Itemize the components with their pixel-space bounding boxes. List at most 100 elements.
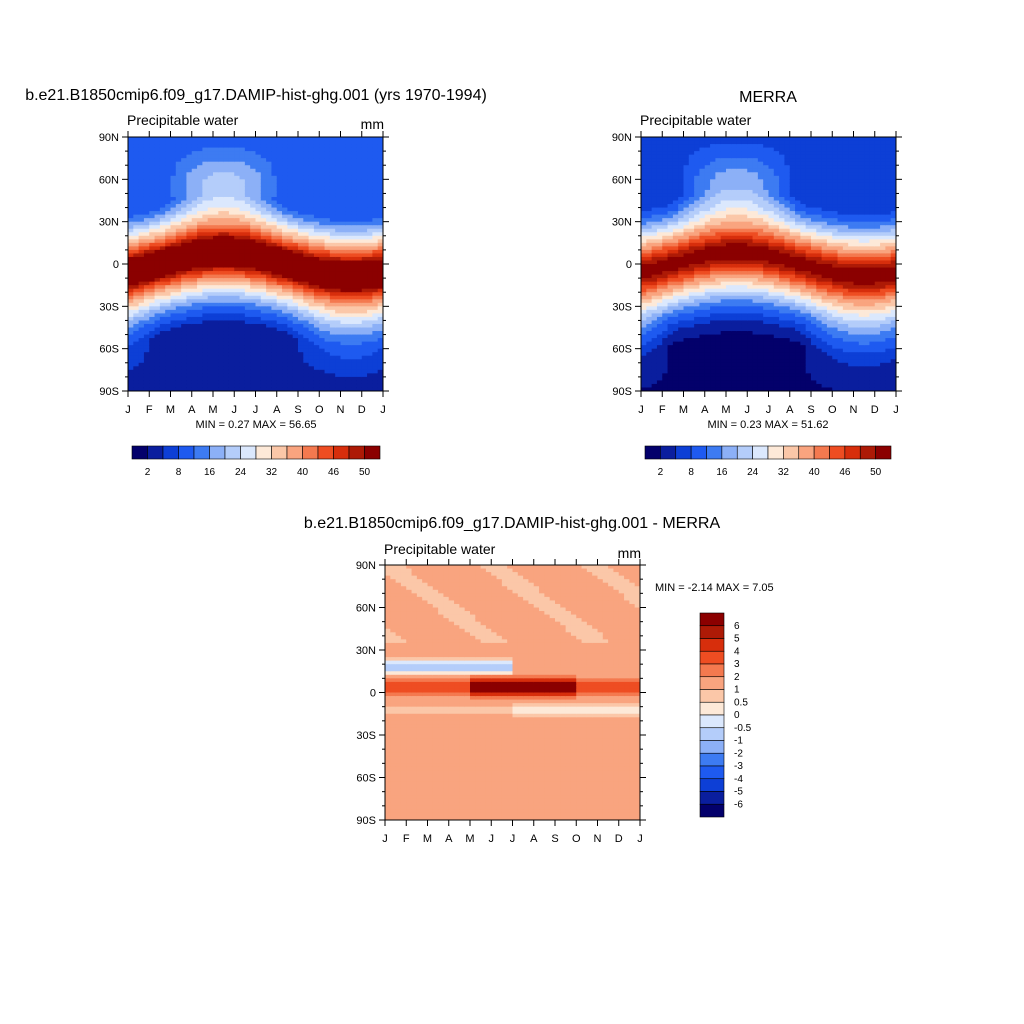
contour-cell — [361, 281, 368, 286]
contour-cell — [678, 299, 685, 304]
contour-cell — [266, 295, 273, 300]
contour-cell — [726, 193, 732, 198]
contour-cell — [128, 366, 134, 371]
contour-cell — [710, 196, 716, 202]
contour-cell — [377, 341, 383, 346]
contour-cell — [361, 200, 368, 205]
contour-cell — [143, 376, 150, 382]
contour-cell — [351, 196, 358, 202]
contour-cell — [207, 274, 214, 279]
contour-cell — [731, 196, 738, 202]
contour-cell — [656, 232, 663, 237]
contour-cell — [181, 264, 188, 269]
contour-cell — [704, 179, 711, 184]
contour-cell — [667, 221, 674, 226]
contour-cell — [228, 172, 235, 177]
contour-cell — [335, 175, 342, 180]
contour-cell — [361, 288, 368, 293]
contour-cell — [181, 380, 188, 385]
contour-cell — [319, 306, 326, 311]
contour-cell — [149, 165, 156, 170]
contour-cell — [133, 341, 140, 346]
contour-cell — [128, 168, 134, 173]
contour-cell — [308, 172, 315, 177]
contour-cell — [651, 309, 658, 314]
contour-cell — [197, 239, 203, 244]
contour-cell — [741, 193, 748, 198]
contour-cell — [356, 362, 363, 367]
contour-cell — [313, 288, 320, 293]
contour-cell — [181, 232, 188, 237]
contour-cell — [154, 316, 161, 322]
contour-cell — [207, 193, 214, 198]
contour-cell — [143, 373, 150, 378]
contour-cell — [361, 302, 368, 307]
contour-cell — [128, 158, 134, 163]
contour-cell — [303, 327, 310, 332]
contour-cell — [683, 362, 690, 367]
contour-cell — [186, 278, 193, 283]
contour-cell — [202, 295, 209, 300]
contour-cell — [345, 285, 352, 290]
contour-cell — [313, 383, 320, 389]
contour-cell — [319, 256, 326, 262]
contour-cell — [656, 373, 663, 378]
contour-cell — [662, 140, 669, 145]
contour-cell — [303, 140, 310, 145]
contour-cell — [218, 285, 225, 290]
contour-cell — [651, 387, 658, 391]
contour-cell — [641, 299, 647, 304]
contour-cell — [372, 345, 379, 350]
contour-cell — [191, 267, 198, 272]
contour-cell — [741, 147, 748, 152]
contour-cell — [319, 249, 326, 255]
contour-cell — [287, 278, 294, 283]
contour-cell — [303, 264, 310, 269]
contour-cell — [731, 161, 738, 166]
contour-cell — [234, 288, 241, 293]
contour-cell — [313, 285, 320, 290]
contour-cell — [287, 323, 294, 329]
contour-cell — [372, 228, 379, 233]
contour-cell — [710, 387, 716, 391]
contour-cell — [143, 165, 150, 170]
contour-cell — [234, 376, 241, 382]
contour-cell — [128, 175, 134, 180]
panel-title: b.e21.B1850cmip6.f09_g17.DAMIP-hist-ghg.… — [25, 87, 487, 104]
contour-cell — [149, 327, 156, 332]
contour-cell — [287, 225, 294, 230]
contour-cell — [154, 292, 161, 297]
contour-cell — [244, 369, 251, 374]
contour-cell — [351, 211, 358, 216]
contour-cell — [704, 359, 711, 364]
contour-cell — [266, 309, 273, 314]
contour-cell — [726, 137, 732, 142]
contour-cell — [170, 175, 177, 180]
x-tick-label: D — [358, 404, 366, 416]
contour-cell — [340, 292, 347, 297]
contour-cell — [345, 144, 352, 149]
contour-cell — [372, 338, 379, 343]
contour-cell — [271, 242, 278, 247]
colorbar-label: 2 — [145, 467, 151, 478]
contour-cell — [228, 267, 235, 272]
contour-cell — [662, 186, 669, 191]
contour-cell — [250, 204, 257, 209]
contour-cell — [688, 165, 695, 170]
contour-cell — [715, 271, 722, 276]
contour-cell — [186, 239, 193, 244]
contour-cell — [672, 232, 679, 237]
contour-cell — [340, 306, 347, 311]
contour-cell — [186, 211, 193, 216]
contour-cell — [372, 323, 379, 329]
contour-cell — [234, 302, 241, 307]
contour-cell — [710, 306, 716, 311]
contour-cell — [704, 235, 711, 240]
contour-cell — [303, 207, 310, 212]
contour-cell — [138, 271, 145, 276]
contour-cell — [367, 338, 373, 343]
contour-cell — [741, 144, 748, 149]
contour-cell — [715, 232, 722, 237]
contour-cell — [191, 179, 198, 184]
contour-cell — [159, 264, 166, 269]
